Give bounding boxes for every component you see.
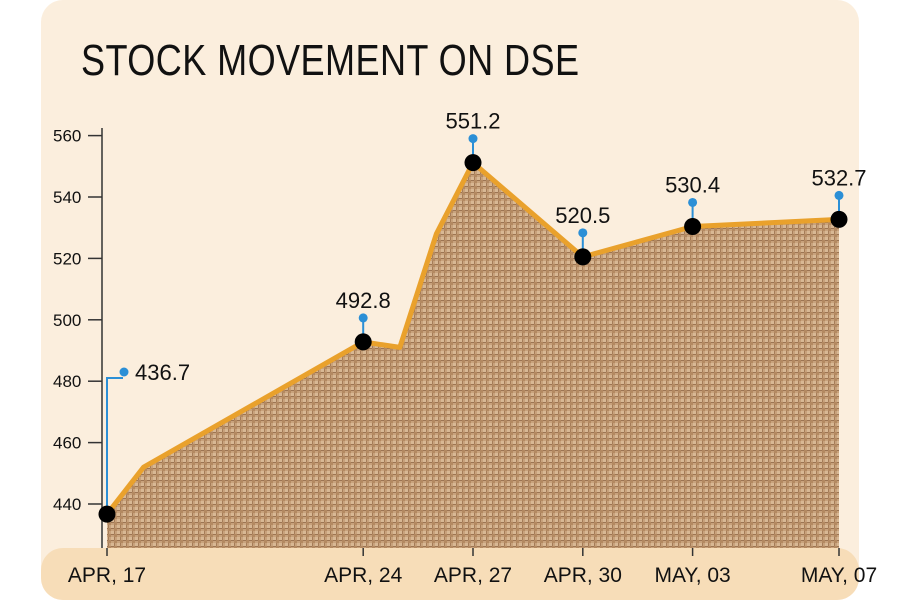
y-tick-label: 520 bbox=[53, 249, 81, 268]
x-tick-label: MAY, 03 bbox=[654, 564, 730, 587]
data-point-marker bbox=[98, 505, 116, 523]
callout-dot bbox=[468, 134, 478, 144]
y-tick-label: 560 bbox=[53, 127, 81, 146]
callout-dot bbox=[834, 190, 844, 200]
data-label: 530.4 bbox=[665, 172, 720, 197]
area-fill bbox=[107, 162, 839, 548]
x-tick-label: APR, 24 bbox=[324, 564, 403, 587]
x-tick-label: APR, 30 bbox=[544, 564, 622, 587]
data-point-marker bbox=[830, 210, 848, 228]
callout-dot bbox=[119, 367, 129, 377]
data-label: 436.7 bbox=[135, 360, 190, 385]
data-label: 532.7 bbox=[811, 165, 866, 190]
chart-title: STOCK MOVEMENT ON DSE bbox=[81, 36, 580, 85]
y-tick-label: 480 bbox=[53, 372, 81, 391]
series-line bbox=[104, 160, 842, 517]
data-point-marker bbox=[464, 154, 482, 172]
callout-line bbox=[106, 377, 123, 507]
data-point-marker bbox=[574, 248, 592, 266]
y-tick-label: 540 bbox=[53, 188, 81, 207]
data-label: 551.2 bbox=[445, 109, 500, 134]
callout-dot bbox=[358, 313, 368, 323]
x-tick-label: APR, 17 bbox=[68, 564, 146, 587]
y-tick-label: 460 bbox=[53, 434, 81, 453]
data-label: 492.8 bbox=[336, 288, 391, 313]
callout-dot bbox=[688, 197, 698, 207]
x-axis-band bbox=[41, 548, 859, 600]
callout-dot bbox=[578, 228, 588, 238]
x-tick-label: MAY, 07 bbox=[801, 564, 877, 587]
y-tick-label: 440 bbox=[53, 495, 81, 514]
data-label: 520.5 bbox=[555, 203, 610, 228]
data-point-marker bbox=[354, 333, 372, 351]
x-tick-label: APR, 27 bbox=[434, 564, 512, 587]
data-point-marker bbox=[684, 217, 702, 235]
y-tick-label: 500 bbox=[53, 311, 81, 330]
